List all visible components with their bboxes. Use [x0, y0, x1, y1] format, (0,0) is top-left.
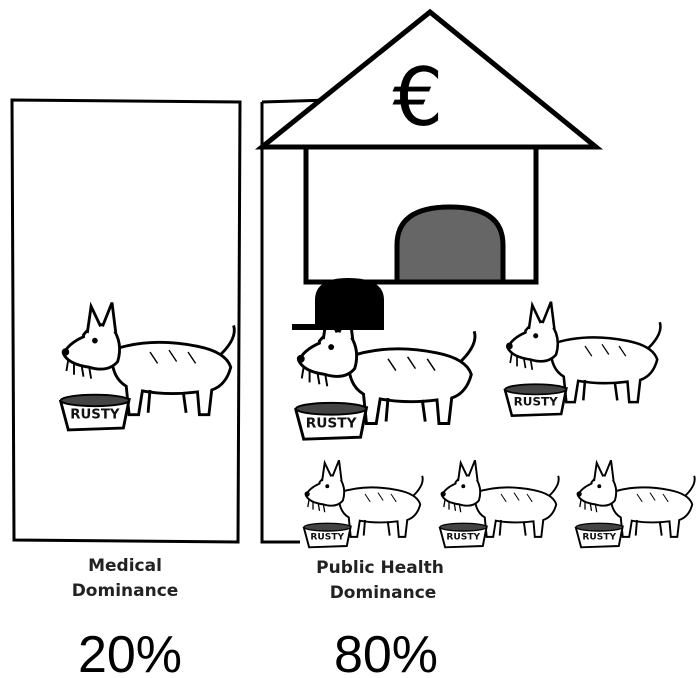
bowl-label: RUSTY — [70, 408, 120, 423]
share: 80% — [334, 626, 438, 678]
panel-left — [12, 100, 240, 542]
hat — [292, 278, 384, 330]
bowl-label: RUSTY — [582, 533, 616, 543]
house: € — [262, 12, 596, 282]
door — [397, 207, 503, 282]
panel-right — [262, 102, 300, 542]
euro-sign: € — [393, 51, 444, 144]
bowl-label: RUSTY — [446, 533, 480, 543]
bowl-label: RUSTY — [310, 533, 344, 543]
illustration: RUSTY RUSTY RUSTY RUSTY RUSTY RUSTY € Medical… — [0, 0, 698, 678]
panel-label: Dominance — [330, 583, 437, 603]
dogs: RUSTY RUSTY RUSTY RUSTY RUSTY RUSTY — [61, 302, 695, 548]
share: 20% — [78, 626, 182, 678]
panel-label: Medical — [88, 556, 162, 576]
panel-label: Dominance — [72, 581, 179, 601]
panel-label: Public Health — [316, 558, 444, 578]
bowl-label: RUSTY — [306, 415, 358, 431]
bowl-label: RUSTY — [514, 395, 558, 409]
